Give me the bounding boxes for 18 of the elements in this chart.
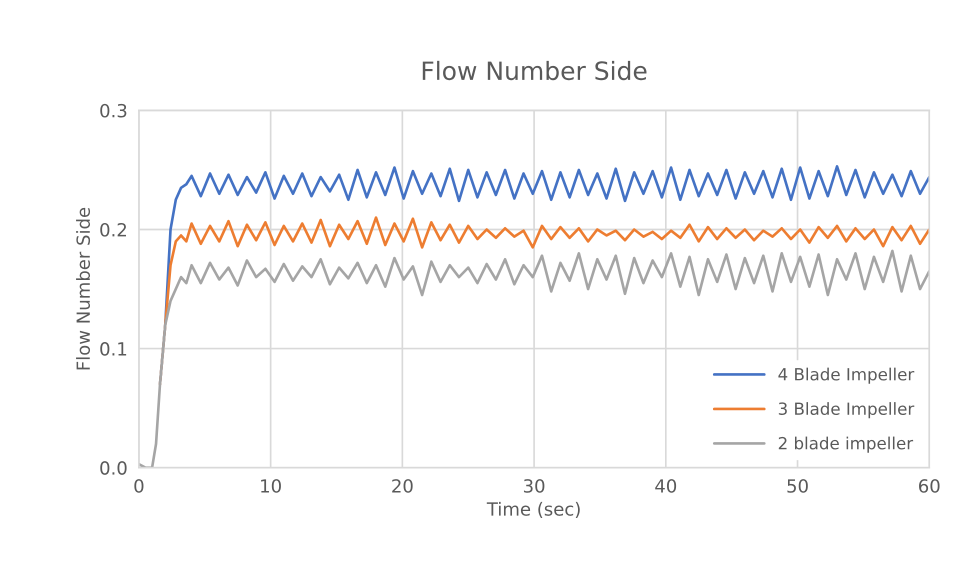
x-tick-label: 50 xyxy=(787,479,808,493)
legend-label: 2 blade impeller xyxy=(778,436,914,453)
x-axis-title: Time (sec) xyxy=(486,502,580,518)
y-tick-label: 0.0 xyxy=(100,461,127,475)
y-tick-label: 0.2 xyxy=(100,222,126,237)
chart-title: Flow Number Side xyxy=(422,60,646,80)
y-tick-label: 0.1 xyxy=(100,342,126,356)
x-tick-label: 20 xyxy=(392,479,413,493)
x-tick-label: 30 xyxy=(524,479,544,493)
x-tick-label: 40 xyxy=(655,479,676,493)
y-tick-label: 0.3 xyxy=(100,104,126,118)
line-series xyxy=(158,216,930,386)
y-axis-title: Flow Number Side xyxy=(76,208,90,370)
legend-label: 4 Blade Impeller xyxy=(778,368,914,384)
legend-label: 3 Blade Impeller xyxy=(778,402,914,418)
x-tick-label: 0 xyxy=(134,479,144,493)
x-tick-label: 10 xyxy=(261,479,281,493)
x-tick-label: 60 xyxy=(919,479,940,493)
